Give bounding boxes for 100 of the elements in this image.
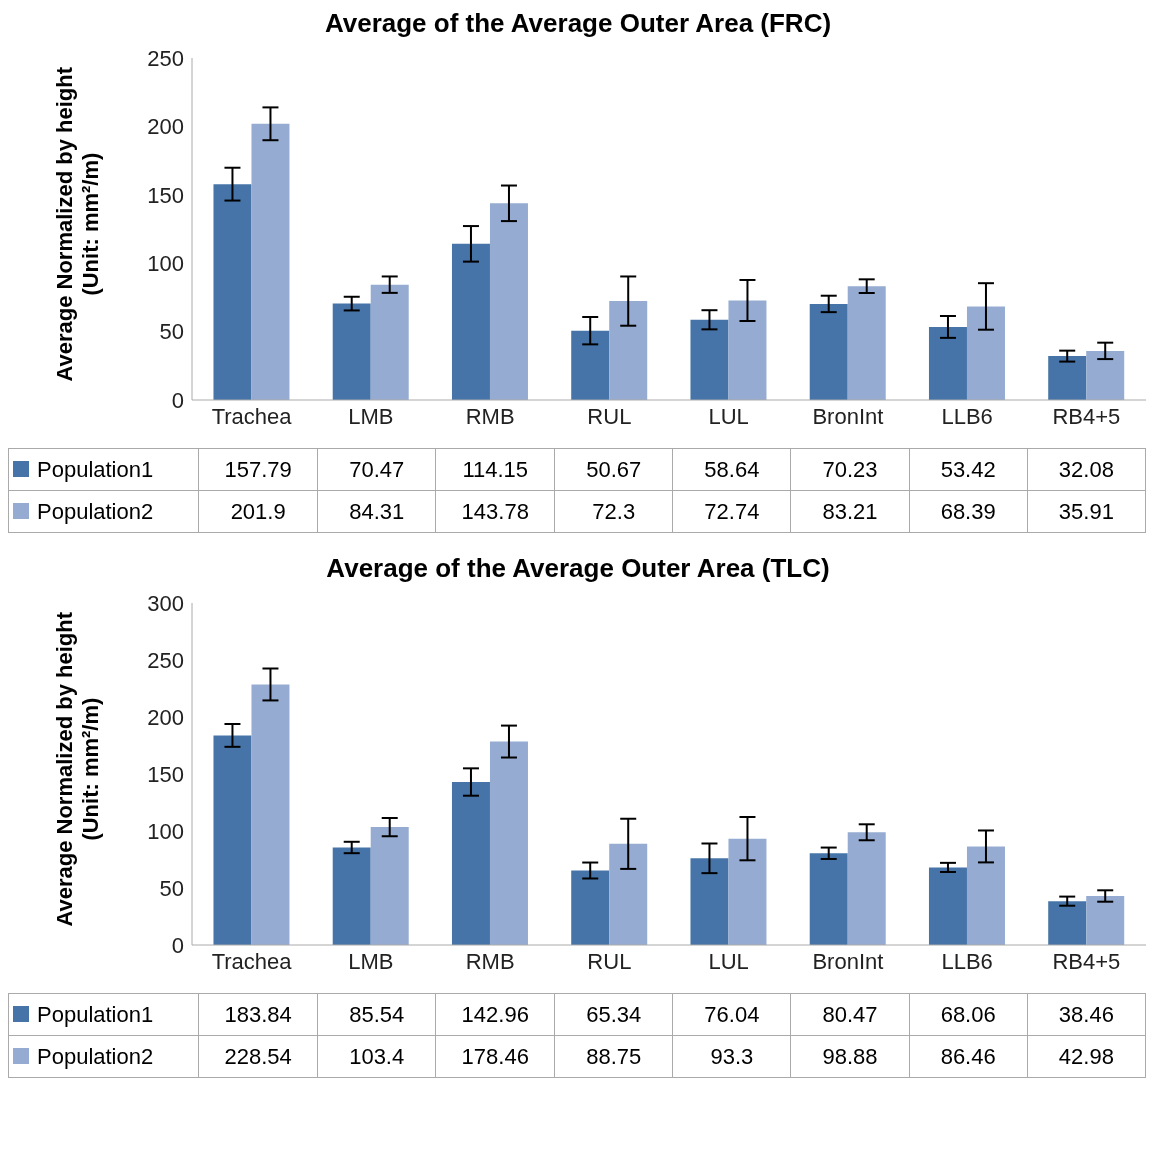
- data-label: 58.64: [672, 448, 791, 491]
- y-tick-label: 250: [147, 45, 184, 71]
- bar: [1048, 356, 1087, 400]
- data-label: 143.78: [435, 490, 555, 533]
- bar: [489, 203, 528, 400]
- data-label: 114.15: [435, 448, 555, 491]
- data-label: 72.3: [554, 490, 673, 533]
- y-tick-label: 150: [147, 182, 184, 208]
- x-tick-label: RB4+5: [1052, 403, 1121, 429]
- data-label: 142.96: [435, 993, 555, 1036]
- x-tick-label: Trachea: [211, 403, 293, 429]
- bar: [332, 303, 371, 400]
- y-tick-label: 300: [147, 590, 184, 616]
- x-tick-label: RMB: [465, 948, 515, 974]
- x-tick-label: LUL: [708, 948, 749, 974]
- data-label: 157.79: [198, 448, 318, 491]
- x-tick-label: BronInt: [812, 948, 884, 974]
- data-label: 85.54: [317, 993, 436, 1036]
- bar: [966, 306, 1005, 400]
- chart-title: Average of the Average Outer Area (FRC): [324, 8, 832, 38]
- bar: [1048, 901, 1087, 945]
- data-label: 68.06: [909, 993, 1028, 1036]
- chart-title: Average of the Average Outer Area (TLC): [326, 553, 830, 583]
- y-tick-label: 250: [147, 647, 184, 673]
- data-label: 84.31: [317, 490, 436, 533]
- bar: [451, 782, 490, 945]
- legend-label: Population2: [8, 490, 199, 533]
- y-tick-label: 150: [147, 761, 184, 787]
- x-tick-label: RUL: [587, 948, 632, 974]
- data-label: 53.42: [909, 448, 1028, 491]
- data-label: 35.91: [1027, 490, 1146, 533]
- bar: [1086, 896, 1125, 945]
- data-label: 38.46: [1027, 993, 1146, 1036]
- bar: [251, 123, 290, 400]
- y-tick-label: 100: [147, 251, 184, 277]
- x-tick-label: Trachea: [211, 948, 293, 974]
- bar: [928, 326, 967, 400]
- data-label: 80.47: [790, 993, 910, 1036]
- data-label: 103.4: [317, 1035, 436, 1078]
- x-tick-label: RUL: [587, 403, 632, 429]
- bar: [213, 735, 252, 945]
- data-label: 70.23: [790, 448, 910, 491]
- data-label: 76.04: [672, 993, 791, 1036]
- y-tick-label: 50: [159, 319, 184, 345]
- bar: [251, 684, 290, 945]
- data-label: 183.84: [198, 993, 318, 1036]
- bar: [690, 319, 729, 400]
- bar: [1086, 350, 1125, 400]
- x-tick-label: LUL: [708, 403, 749, 429]
- bar: [489, 741, 528, 945]
- bar: [571, 330, 610, 400]
- data-label: 88.75: [554, 1035, 673, 1078]
- y-tick-label: 50: [159, 875, 184, 901]
- y-tick-label: 100: [147, 818, 184, 844]
- bar: [451, 243, 490, 400]
- y-axis-title: Average Normalized by height (Unit: mm²/m): [52, 611, 104, 927]
- x-tick-label: LLB6: [941, 948, 993, 974]
- bar: [966, 846, 1005, 945]
- data-label: 68.39: [909, 490, 1028, 533]
- data-label: 65.34: [554, 993, 673, 1036]
- y-tick-label: 0: [171, 932, 184, 958]
- data-label: 86.46: [909, 1035, 1028, 1078]
- data-label: 42.98: [1027, 1035, 1146, 1078]
- data-label: 50.67: [554, 448, 673, 491]
- bar: [728, 300, 767, 400]
- bar: [728, 838, 767, 945]
- x-tick-label: BronInt: [812, 403, 884, 429]
- data-label: 72.74: [672, 490, 791, 533]
- x-tick-label: LMB: [348, 948, 394, 974]
- data-label: 178.46: [435, 1035, 555, 1078]
- bar: [847, 832, 886, 945]
- legend-label: Population1: [8, 448, 199, 491]
- y-tick-label: 0: [171, 387, 184, 413]
- bar: [928, 867, 967, 945]
- y-tick-label: 200: [147, 114, 184, 140]
- data-label: 32.08: [1027, 448, 1146, 491]
- bar: [370, 284, 409, 400]
- data-label: 98.88: [790, 1035, 910, 1078]
- x-tick-label: LMB: [348, 403, 394, 429]
- bar: [609, 301, 648, 400]
- bar: [809, 853, 848, 945]
- data-label: 83.21: [790, 490, 910, 533]
- data-label: 201.9: [198, 490, 318, 533]
- x-tick-label: RB4+5: [1052, 948, 1121, 974]
- legend-label: Population1: [8, 993, 199, 1036]
- bar: [571, 870, 610, 945]
- bar: [332, 847, 371, 945]
- data-label: 70.47: [317, 448, 436, 491]
- x-tick-label: LLB6: [941, 403, 993, 429]
- bar: [847, 286, 886, 400]
- data-label: 228.54: [198, 1035, 318, 1078]
- data-label: 93.3: [672, 1035, 791, 1078]
- bar: [609, 843, 648, 945]
- y-tick-label: 200: [147, 704, 184, 730]
- legend-label: Population2: [8, 1035, 199, 1078]
- bar: [213, 184, 252, 400]
- bar: [370, 827, 409, 945]
- x-tick-label: RMB: [465, 403, 515, 429]
- bar: [690, 858, 729, 945]
- bar: [809, 303, 848, 400]
